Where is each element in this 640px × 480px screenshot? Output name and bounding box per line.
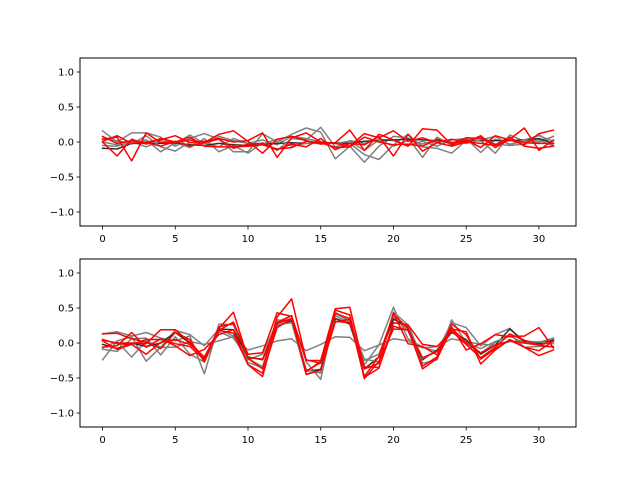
- subplot-2: 0 5 10 15 20 25 30 −1.0 −0.5 0.0 0.5 1.0: [50, 258, 577, 446]
- y-tick-label: −1.0: [50, 208, 74, 219]
- x-tick-label: 10: [242, 234, 255, 245]
- x-tick-label: 25: [460, 435, 473, 446]
- y-tick-label: 1.0: [58, 269, 74, 280]
- series-group: [101, 298, 555, 381]
- series-line-7: [101, 127, 555, 159]
- x-tick-label: 0: [99, 435, 105, 446]
- y-tick-label: 0.5: [58, 304, 74, 315]
- series-line-9: [101, 133, 555, 157]
- x-tick-label: 30: [533, 234, 546, 245]
- x-tick-label: 5: [172, 435, 178, 446]
- y-tick-label: −0.5: [50, 173, 74, 184]
- y-tick-label: 0.0: [58, 138, 74, 149]
- series-line-8: [101, 313, 555, 378]
- series-line-9: [101, 312, 555, 380]
- x-tick-label: 15: [314, 435, 327, 446]
- y-tick-label: −1.0: [50, 409, 74, 420]
- x-tick-label: 15: [314, 234, 327, 245]
- x-tick-label: 0: [99, 234, 105, 245]
- subplot-1: 0 5 10 15 20 25 30 −1.0 −0.5 0.0 0.5 1.0: [50, 57, 577, 245]
- y-tick-label: −0.5: [50, 374, 74, 385]
- x-tick-label: 30: [533, 435, 546, 446]
- x-tick-label: 20: [387, 234, 400, 245]
- series-line-8: [101, 136, 555, 157]
- x-tick-label: 10: [242, 435, 255, 446]
- y-tick-label: 1.0: [58, 68, 74, 79]
- x-tick-label: 25: [460, 234, 473, 245]
- y-tick-label: 0.0: [58, 339, 74, 350]
- y-tick-label: 0.5: [58, 103, 74, 114]
- x-tick-label: 20: [387, 435, 400, 446]
- x-tick-label: 5: [172, 234, 178, 245]
- series-group: [101, 126, 555, 164]
- series-line-10: [101, 317, 555, 372]
